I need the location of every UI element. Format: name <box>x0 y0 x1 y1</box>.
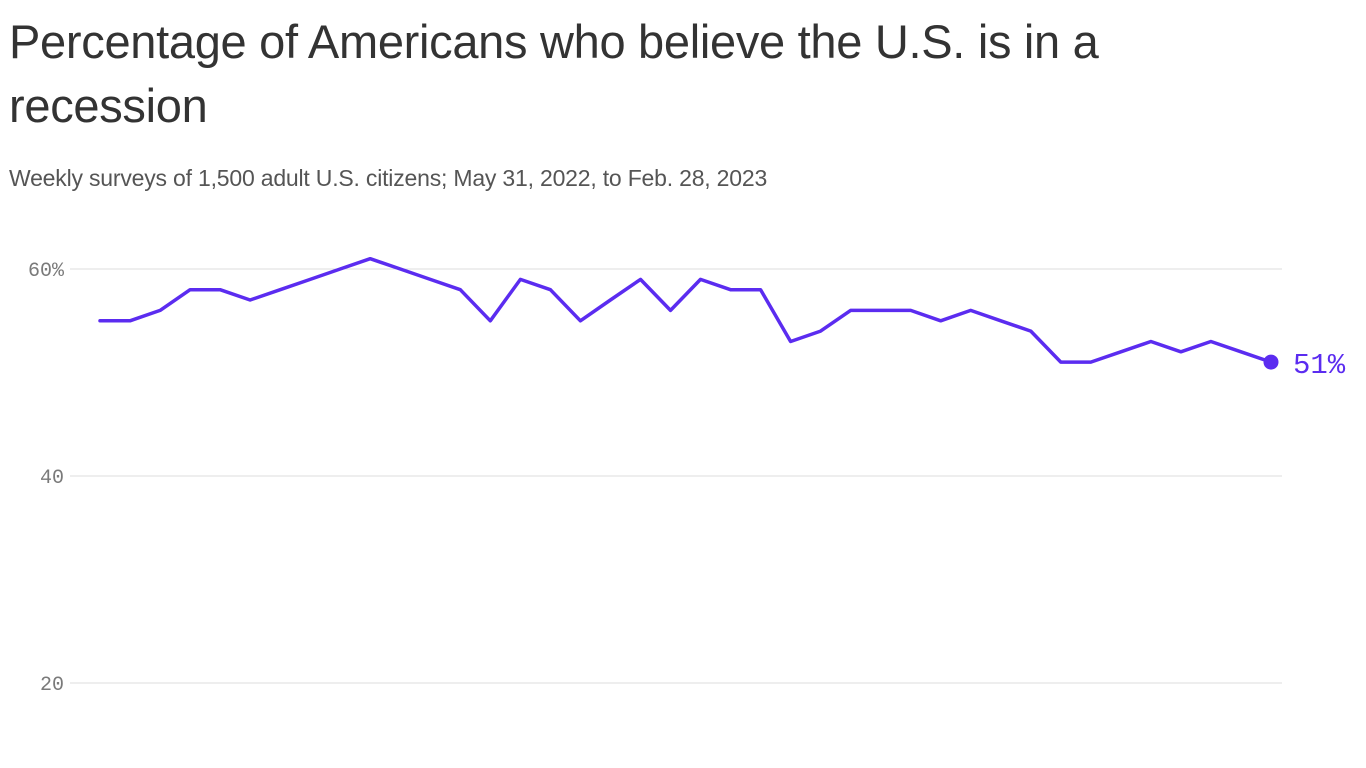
y-axis-ticks: 20 40 60% <box>28 260 65 697</box>
chart-title: Percentage of Americans who believe the … <box>9 15 1099 132</box>
y-tick-label-40: 40 <box>40 467 64 490</box>
gridlines <box>70 268 1282 684</box>
series-line <box>98 256 1273 364</box>
series-layer: 51% <box>98 256 1346 382</box>
end-point-marker <box>1263 354 1279 370</box>
chart-subtitle: Weekly surveys of 1,500 adult U.S. citiz… <box>9 165 768 191</box>
end-value-label: 51% <box>1293 349 1346 382</box>
y-tick-label-60: 60% <box>28 260 65 283</box>
y-tick-label-20: 20 <box>40 674 64 697</box>
